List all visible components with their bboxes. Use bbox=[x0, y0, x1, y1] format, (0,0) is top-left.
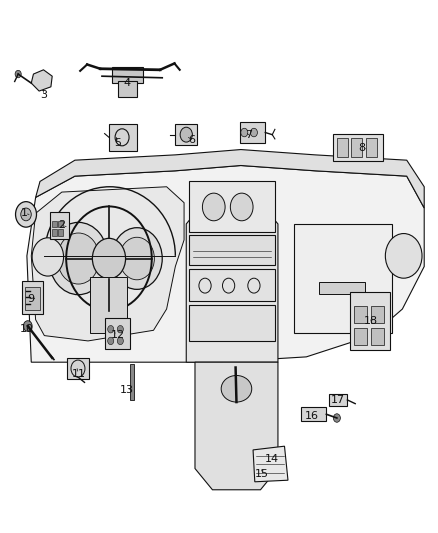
Text: 4: 4 bbox=[124, 78, 131, 88]
Bar bbox=[25, 287, 40, 310]
Circle shape bbox=[385, 233, 422, 278]
Bar bbox=[319, 282, 365, 294]
Text: 13: 13 bbox=[120, 385, 134, 395]
Circle shape bbox=[57, 233, 99, 284]
Polygon shape bbox=[27, 165, 424, 362]
Bar bbox=[189, 269, 275, 301]
Circle shape bbox=[23, 321, 32, 332]
Text: 1: 1 bbox=[21, 208, 28, 219]
Polygon shape bbox=[35, 150, 424, 208]
Polygon shape bbox=[31, 70, 52, 91]
Bar bbox=[109, 124, 138, 151]
Text: 9: 9 bbox=[27, 294, 34, 304]
Bar bbox=[371, 328, 384, 345]
Bar bbox=[49, 212, 69, 239]
Text: 10: 10 bbox=[20, 324, 34, 334]
Bar bbox=[350, 292, 390, 351]
Bar bbox=[332, 134, 383, 161]
Polygon shape bbox=[186, 213, 278, 362]
Bar bbox=[52, 229, 57, 236]
Bar bbox=[329, 394, 347, 406]
Bar bbox=[301, 407, 326, 421]
Bar bbox=[371, 306, 384, 323]
Text: 16: 16 bbox=[304, 411, 318, 422]
Circle shape bbox=[92, 238, 126, 279]
Polygon shape bbox=[195, 362, 278, 490]
Bar bbox=[354, 306, 367, 323]
Bar bbox=[58, 221, 63, 227]
Bar bbox=[294, 224, 392, 333]
Circle shape bbox=[241, 128, 248, 137]
Bar bbox=[337, 138, 348, 157]
Text: 8: 8 bbox=[359, 143, 366, 154]
Text: 2: 2 bbox=[58, 220, 65, 230]
Bar bbox=[240, 123, 265, 143]
Bar bbox=[58, 229, 63, 236]
Bar bbox=[366, 138, 377, 157]
Circle shape bbox=[251, 128, 258, 137]
Circle shape bbox=[32, 238, 64, 276]
Circle shape bbox=[117, 326, 124, 333]
Bar bbox=[67, 358, 89, 379]
Bar bbox=[189, 235, 275, 265]
Bar bbox=[351, 138, 362, 157]
Circle shape bbox=[49, 222, 108, 295]
Bar bbox=[175, 124, 197, 146]
Bar bbox=[112, 67, 143, 83]
Text: 5: 5 bbox=[114, 138, 121, 148]
Bar bbox=[118, 82, 138, 98]
Bar bbox=[21, 281, 43, 314]
Bar bbox=[90, 277, 127, 333]
Text: 6: 6 bbox=[188, 135, 195, 145]
Bar bbox=[130, 365, 134, 400]
Text: 18: 18 bbox=[364, 316, 378, 326]
Bar bbox=[105, 318, 130, 349]
Text: 17: 17 bbox=[331, 395, 345, 406]
Polygon shape bbox=[253, 446, 288, 482]
Text: 11: 11 bbox=[71, 369, 85, 379]
Circle shape bbox=[202, 193, 225, 221]
Circle shape bbox=[108, 337, 114, 345]
Circle shape bbox=[230, 193, 253, 221]
Circle shape bbox=[333, 414, 340, 422]
Circle shape bbox=[21, 208, 31, 221]
Bar bbox=[52, 221, 57, 227]
Bar bbox=[189, 305, 275, 341]
Text: 15: 15 bbox=[255, 469, 269, 479]
Text: 3: 3 bbox=[40, 90, 47, 100]
Circle shape bbox=[108, 326, 114, 333]
Polygon shape bbox=[31, 187, 184, 341]
Text: 14: 14 bbox=[265, 454, 279, 464]
Bar bbox=[189, 181, 275, 232]
Circle shape bbox=[120, 237, 154, 280]
Ellipse shape bbox=[221, 375, 252, 402]
Circle shape bbox=[117, 337, 124, 345]
Bar bbox=[354, 328, 367, 345]
Circle shape bbox=[112, 228, 162, 289]
Circle shape bbox=[15, 201, 36, 227]
Circle shape bbox=[15, 70, 21, 78]
Circle shape bbox=[180, 127, 192, 142]
Text: 7: 7 bbox=[245, 130, 252, 140]
Text: 12: 12 bbox=[111, 329, 125, 340]
